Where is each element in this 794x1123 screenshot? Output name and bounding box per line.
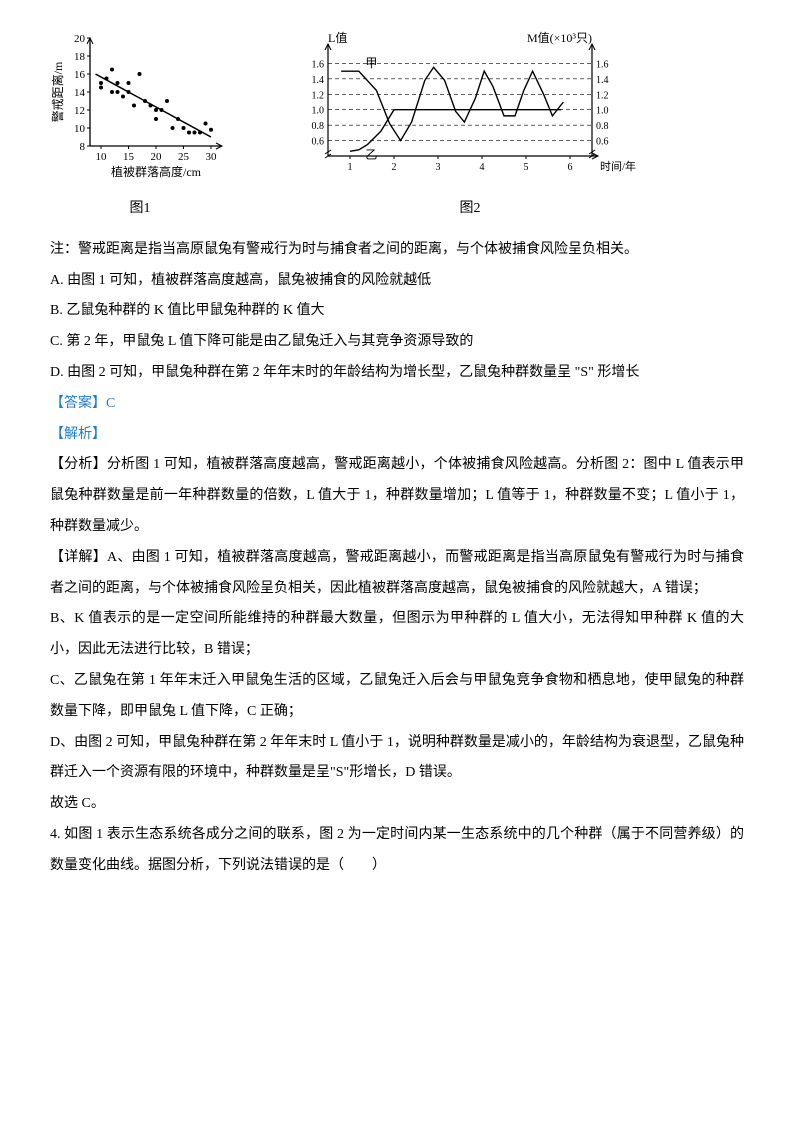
svg-text:0.6: 0.6 [312, 137, 325, 148]
svg-text:M值(×10³只): M值(×10³只) [527, 30, 592, 45]
svg-text:20: 20 [151, 151, 163, 163]
svg-text:30: 30 [206, 151, 218, 163]
fig1-caption: 图1 [50, 194, 230, 225]
figures-row: 81012141618201015202530警戒距离/m植被群落高度/cm 图… [50, 30, 744, 225]
svg-text:6: 6 [568, 162, 573, 173]
figure-2: 0.6 0.8 1.0 1.2 1.4 1.6 0.6 0.8 1.0 1.2 1.4 1.6 1 2 3 4… [290, 30, 650, 225]
note-text: 注：警戒距离是指当高原鼠兔有警戒行为时与捕食者之间的距离，与个体被捕食风险呈负相… [50, 235, 744, 266]
svg-text:1.6: 1.6 [596, 59, 609, 70]
svg-text:5: 5 [524, 162, 529, 173]
svg-text:1.4: 1.4 [312, 75, 325, 86]
svg-text:甲: 甲 [365, 56, 377, 70]
svg-text:1.0: 1.0 [596, 106, 609, 117]
svg-text:0.8: 0.8 [312, 121, 325, 132]
svg-text:1.0: 1.0 [312, 106, 325, 117]
svg-text:1.6: 1.6 [312, 59, 325, 70]
option-B: B. 乙鼠兔种群的 K 值比甲鼠兔种群的 K 值大 [50, 296, 744, 327]
detail-A: 【详解】A、由图 1 可知，植被群落高度越高，警戒距离越小，而警戒距离是指当高原… [50, 543, 744, 605]
svg-text:乙: 乙 [365, 147, 377, 161]
svg-text:警戒距离/m: 警戒距离/m [50, 61, 65, 122]
analysis-head: 【分析】分析图 1 可知，植被群落高度越高，警戒距离越小，个体被捕食风险越高。分… [50, 450, 744, 542]
option-A: A. 由图 1 可知，植被群落高度越高，鼠兔被捕食的风险就越低 [50, 266, 744, 297]
svg-text:10: 10 [96, 151, 108, 163]
svg-text:14: 14 [74, 87, 86, 99]
svg-text:0.8: 0.8 [596, 121, 609, 132]
svg-text:20: 20 [74, 33, 86, 45]
svg-text:2: 2 [392, 162, 397, 173]
analysis-label: 【解析】 [50, 420, 744, 451]
svg-text:L值: L值 [328, 30, 347, 45]
svg-text:0.6: 0.6 [596, 137, 609, 148]
figure-1: 8 10 12 14 16 18 20 10 15 20 25 30 警戒距离/m 植被群落高度/cm 图… [50, 30, 230, 225]
svg-text:1.2: 1.2 [596, 90, 609, 101]
fig2-caption: 图2 [290, 194, 650, 225]
fig1-svg: 8 10 12 14 16 18 20 10 15 20 25 30 警戒距离/m 植被群落高度/cm [50, 30, 230, 190]
svg-text:18: 18 [74, 51, 86, 63]
question-body: 注：警戒距离是指当高原鼠兔有警戒行为时与捕食者之间的距离，与个体被捕食风险呈负相… [50, 235, 744, 882]
detail-B: B、K 值表示的是一定空间所能维持的种群最大数量，但图示为甲种群的 L 值大小，… [50, 604, 744, 666]
svg-text:15: 15 [123, 151, 135, 163]
svg-text:3: 3 [436, 162, 441, 173]
answer-label: 【答案】C [50, 389, 744, 420]
svg-text:时间/年: 时间/年 [600, 159, 636, 173]
svg-text:1: 1 [348, 162, 353, 173]
detail-C: C、乙鼠兔在第 1 年年末迁入甲鼠兔生活的区域，乙鼠兔迁入后会与甲鼠兔竞争食物和… [50, 666, 744, 728]
question-4: 4. 如图 1 表示生态系统各成分之间的联系，图 2 为一定时间内某一生态系统中… [50, 820, 744, 882]
option-D: D. 由图 2 可知，甲鼠兔种群在第 2 年年末时的年龄结构为增长型，乙鼠兔种群… [50, 358, 744, 389]
svg-text:10: 10 [74, 123, 86, 135]
svg-text:4: 4 [480, 162, 485, 173]
conclude: 故选 C。 [50, 789, 744, 820]
svg-text:1.2: 1.2 [312, 90, 325, 101]
svg-text:16: 16 [74, 69, 86, 81]
svg-text:8: 8 [80, 141, 86, 153]
svg-text:1.4: 1.4 [596, 75, 609, 86]
svg-text:12: 12 [74, 105, 85, 117]
option-C: C. 第 2 年，甲鼠兔 L 值下降可能是由乙鼠兔迁入与其竞争资源导致的 [50, 327, 744, 358]
detail-D: D、由图 2 可知，甲鼠兔种群在第 2 年年末时 L 值小于 1，说明种群数量是… [50, 728, 744, 790]
svg-text:25: 25 [178, 151, 190, 163]
svg-text:植被群落高度/cm: 植被群落高度/cm [111, 164, 202, 179]
fig2-svg: 0.6 0.8 1.0 1.2 1.4 1.6 0.6 0.8 1.0 1.2 1.4 1.6 1 2 3 4… [290, 30, 650, 190]
